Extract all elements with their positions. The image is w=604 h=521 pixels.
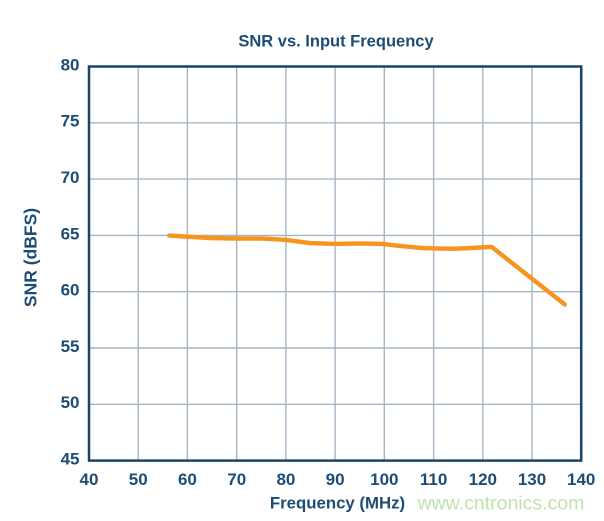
svg-text:SNR (dBFS): SNR (dBFS) — [21, 208, 41, 307]
svg-text:45: 45 — [61, 450, 80, 469]
svg-text:75: 75 — [61, 112, 80, 131]
svg-text:110: 110 — [420, 470, 447, 489]
svg-text:www.cntronics.com: www.cntronics.com — [417, 493, 585, 515]
svg-text:60: 60 — [61, 281, 80, 300]
svg-text:90: 90 — [326, 470, 345, 489]
svg-text:80: 80 — [276, 470, 295, 489]
svg-text:40: 40 — [80, 470, 99, 489]
svg-text:60: 60 — [178, 470, 197, 489]
svg-text:55: 55 — [61, 337, 80, 356]
svg-text:140: 140 — [567, 470, 595, 489]
svg-text:65: 65 — [61, 224, 80, 243]
svg-text:Frequency (MHz): Frequency (MHz) — [270, 494, 405, 513]
svg-text:50: 50 — [129, 470, 148, 489]
svg-text:50: 50 — [61, 393, 80, 412]
svg-text:100: 100 — [370, 470, 398, 489]
svg-text:70: 70 — [227, 470, 246, 489]
svg-text:80: 80 — [61, 55, 80, 74]
svg-text:70: 70 — [61, 168, 80, 187]
svg-text:130: 130 — [518, 470, 546, 489]
svg-text:120: 120 — [469, 470, 497, 489]
svg-text:SNR vs. Input Frequency: SNR vs. Input Frequency — [238, 33, 434, 51]
